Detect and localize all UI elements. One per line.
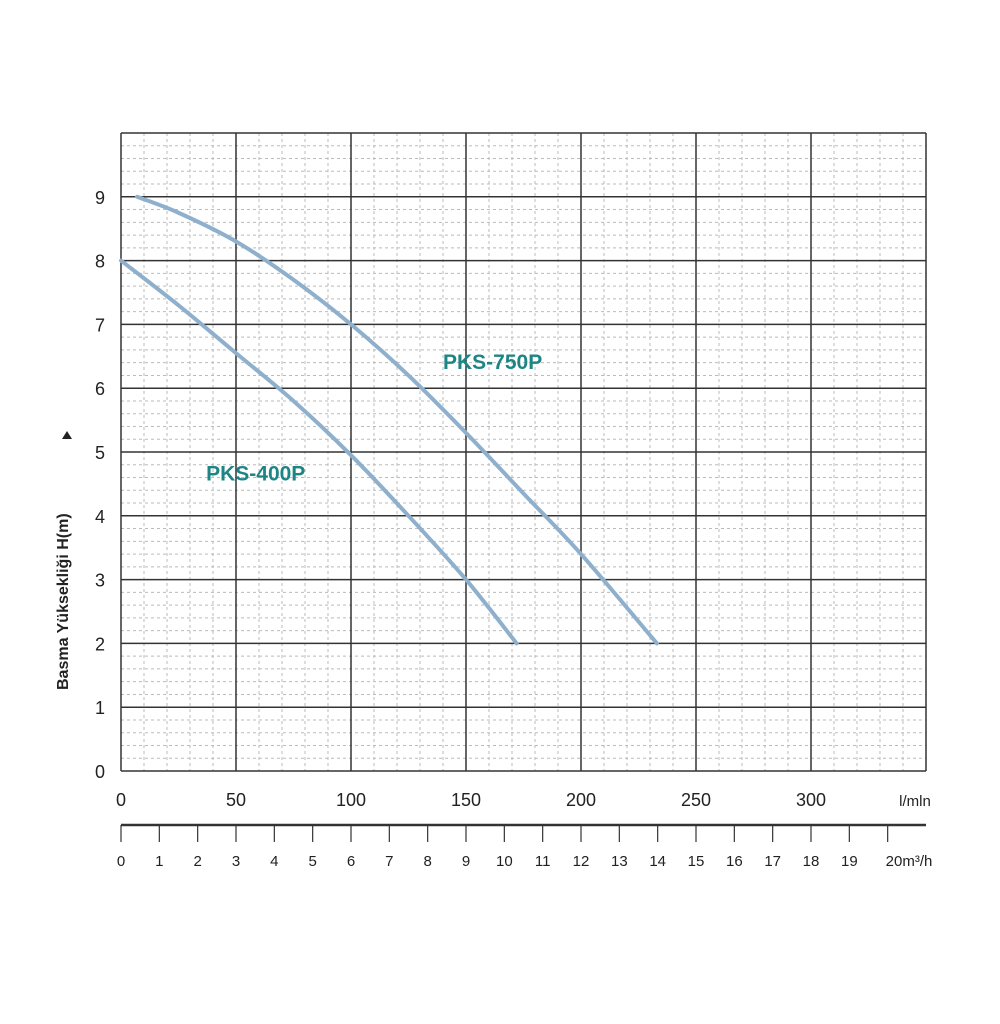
y-tick-label: 0	[95, 762, 105, 782]
x-tick-label: 0	[116, 790, 126, 810]
y-tick-label: 3	[95, 571, 105, 591]
secondary-tick-label: 9	[462, 853, 470, 870]
secondary-tick-label: 7	[385, 853, 393, 870]
x-tick-label: 250	[681, 790, 711, 810]
y-tick-label: 1	[95, 698, 105, 718]
x-tick-label: 200	[566, 790, 596, 810]
secondary-tick-label: 11	[535, 853, 551, 870]
y-tick-label: 4	[95, 507, 105, 527]
secondary-tick-label: 15	[688, 853, 705, 870]
y-tick-label: 7	[95, 315, 105, 335]
curves	[119, 194, 659, 646]
y-tick-label: 5	[95, 443, 105, 463]
x-tick-label: 300	[796, 790, 826, 810]
y-axis-label: Basma Yüksekliği H(m)	[55, 513, 72, 690]
secondary-tick-label: 1	[155, 853, 163, 870]
secondary-tick-label: 10	[496, 853, 513, 870]
x-axis-label: l/mln	[899, 793, 931, 810]
grid	[120, 132, 927, 772]
secondary-tick-label: 5	[308, 853, 316, 870]
secondary-tick-label: 16	[726, 853, 743, 870]
y-tick-label: 2	[95, 634, 105, 654]
series-line-pks-400p	[119, 258, 519, 646]
secondary-tick-label: 18	[803, 853, 820, 870]
secondary-tick-label: 8	[423, 853, 431, 870]
secondary-tick-label: 12	[573, 853, 590, 870]
secondary-tick-label: 6	[347, 853, 355, 870]
series-label-pks-750p: PKS-750P	[443, 351, 542, 374]
secondary-tick-label: 2	[193, 853, 201, 870]
secondary-tick-label: 4	[270, 853, 278, 870]
y-axis-arrow-icon	[62, 431, 72, 439]
secondary-tick-label: 3	[232, 853, 240, 870]
x-tick-label: 150	[451, 790, 481, 810]
series-label-pks-400p: PKS-400P	[206, 463, 305, 486]
secondary-tick-label: 13	[611, 853, 628, 870]
secondary-tick-label: 14	[649, 853, 666, 870]
secondary-tick-label: 20m³/h	[886, 853, 933, 870]
secondary-tick-label: 0	[117, 853, 125, 870]
series-line-pks-750p	[135, 194, 659, 646]
y-tick-label: 8	[95, 252, 105, 272]
y-tick-label: 6	[95, 379, 105, 399]
x-tick-label: 50	[226, 790, 246, 810]
y-tick-label: 9	[95, 188, 105, 208]
x-tick-label: 100	[336, 790, 366, 810]
secondary-tick-label: 19	[841, 853, 858, 870]
secondary-tick-label: 17	[764, 853, 781, 870]
